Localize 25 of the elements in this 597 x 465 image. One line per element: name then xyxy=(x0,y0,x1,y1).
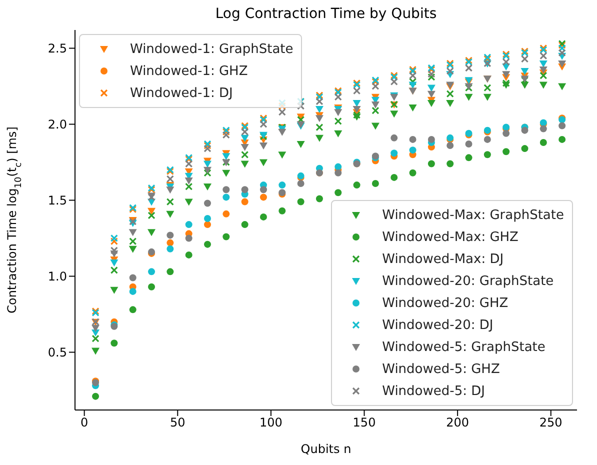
legend-label: Windowed-Max: DJ xyxy=(382,252,504,266)
y-tick-label: 2.0 xyxy=(48,118,67,132)
y-tick-label: 0.5 xyxy=(48,346,67,360)
x-tick-label: 150 xyxy=(352,416,376,430)
chart-title: Log Contraction Time by Qubits xyxy=(214,6,438,22)
legend-label: Windowed-5: GraphState xyxy=(382,340,546,354)
x-tick-label: 200 xyxy=(446,416,470,430)
x-axis-title: Qubits n xyxy=(300,442,352,456)
x-tick-label: 250 xyxy=(539,416,562,430)
x-tick-label: 0 xyxy=(80,416,88,430)
legend-label: Windowed-Max: GHZ xyxy=(382,230,518,244)
legend-label: Windowed-20: GHZ xyxy=(382,296,508,310)
legend-label: Windowed-20: DJ xyxy=(382,318,494,332)
legend-label: Windowed-1: GraphState xyxy=(130,42,294,56)
y-tick-label: 1.0 xyxy=(48,270,67,284)
legend-label: Windowed-1: DJ xyxy=(130,86,233,100)
x-tick-label: 50 xyxy=(170,416,186,430)
legend-label: Windowed-5: DJ xyxy=(382,384,485,398)
legend-label: Windowed-1: GHZ xyxy=(130,64,248,78)
legend-label: Windowed-5: GHZ xyxy=(382,362,500,376)
legend-label: Windowed-20: GraphState xyxy=(382,274,554,288)
y-tick-label: 2.5 xyxy=(48,42,67,56)
y-tick-label: 1.5 xyxy=(48,194,67,208)
legend-label: Windowed-Max: GraphState xyxy=(382,208,564,222)
x-tick-label: 100 xyxy=(259,416,282,430)
